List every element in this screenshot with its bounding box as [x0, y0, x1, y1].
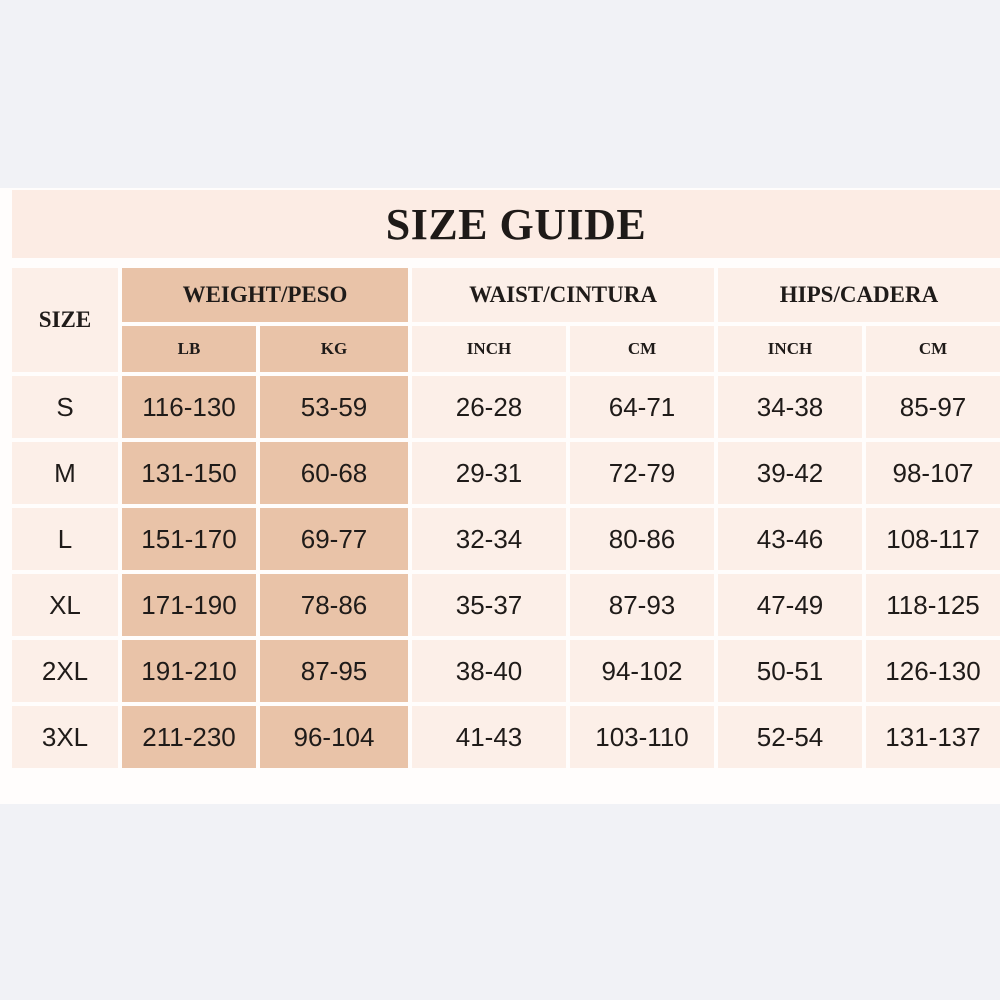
cell-lb: 211-230 — [122, 706, 256, 768]
cell-kg: 87-95 — [260, 640, 408, 702]
cell-hips-cm: 108-117 — [866, 508, 1000, 570]
cell-hips-in: 52-54 — [718, 706, 862, 768]
header-hips-inch: INCH — [718, 326, 862, 372]
cell-hips-cm: 126-130 — [866, 640, 1000, 702]
cell-lb: 116-130 — [122, 376, 256, 438]
header-weight: WEIGHT/PESO — [122, 268, 408, 322]
cell-size: XL — [12, 574, 118, 636]
cell-waist-cm: 72-79 — [570, 442, 714, 504]
cell-lb: 131-150 — [122, 442, 256, 504]
cell-waist-in: 41-43 — [412, 706, 566, 768]
cell-waist-in: 29-31 — [412, 442, 566, 504]
cell-hips-cm: 85-97 — [866, 376, 1000, 438]
cell-size: S — [12, 376, 118, 438]
cell-waist-in: 26-28 — [412, 376, 566, 438]
header-hips-cm: CM — [866, 326, 1000, 372]
cell-kg: 60-68 — [260, 442, 408, 504]
cell-waist-cm: 94-102 — [570, 640, 714, 702]
cell-kg: 69-77 — [260, 508, 408, 570]
cell-hips-cm: 131-137 — [866, 706, 1000, 768]
cell-hips-in: 47-49 — [718, 574, 862, 636]
cell-lb: 151-170 — [122, 508, 256, 570]
cell-size: L — [12, 508, 118, 570]
cell-waist-in: 32-34 — [412, 508, 566, 570]
cell-hips-in: 50-51 — [718, 640, 862, 702]
cell-lb: 191-210 — [122, 640, 256, 702]
title-band: SIZE GUIDE — [12, 190, 1000, 258]
cell-waist-in: 38-40 — [412, 640, 566, 702]
cell-hips-in: 39-42 — [718, 442, 862, 504]
cell-kg: 78-86 — [260, 574, 408, 636]
cell-hips-cm: 118-125 — [866, 574, 1000, 636]
cell-waist-cm: 80-86 — [570, 508, 714, 570]
cell-waist-cm: 64-71 — [570, 376, 714, 438]
cell-waist-cm: 103-110 — [570, 706, 714, 768]
cell-waist-in: 35-37 — [412, 574, 566, 636]
cell-size: 2XL — [12, 640, 118, 702]
cell-size: 3XL — [12, 706, 118, 768]
header-waist-cm: CM — [570, 326, 714, 372]
header-kg: KG — [260, 326, 408, 372]
cell-size: M — [12, 442, 118, 504]
header-hips: HIPS/CADERA — [718, 268, 1000, 322]
header-lb: LB — [122, 326, 256, 372]
cell-waist-cm: 87-93 — [570, 574, 714, 636]
header-waist-inch: INCH — [412, 326, 566, 372]
cell-lb: 171-190 — [122, 574, 256, 636]
size-table: SIZE WEIGHT/PESO WAIST/CINTURA HIPS/CADE… — [12, 268, 1000, 768]
page-title: SIZE GUIDE — [385, 199, 647, 249]
size-guide-sheet: SIZE GUIDE SIZE WEIGHT/PESO WAIST/CINTUR… — [0, 188, 1000, 804]
cell-hips-in: 34-38 — [718, 376, 862, 438]
cell-hips-in: 43-46 — [718, 508, 862, 570]
header-waist: WAIST/CINTURA — [412, 268, 714, 322]
cell-hips-cm: 98-107 — [866, 442, 1000, 504]
cell-kg: 53-59 — [260, 376, 408, 438]
header-size: SIZE — [12, 268, 118, 372]
cell-kg: 96-104 — [260, 706, 408, 768]
